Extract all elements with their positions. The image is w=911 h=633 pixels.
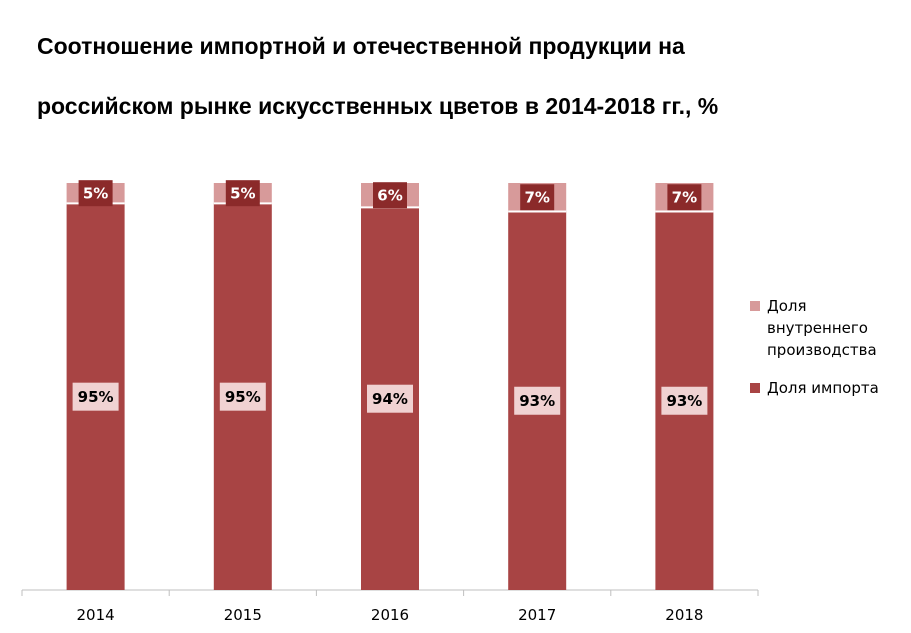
legend-label-import: Доля импорта <box>767 379 879 397</box>
legend-item-domestic: Доля внутреннего производства <box>750 295 900 361</box>
legend-item-import: Доля импорта <box>750 377 900 399</box>
data-label-box-import <box>661 386 708 415</box>
data-label-import-2015: 95% <box>225 388 261 406</box>
x-tick-label-2018: 2018 <box>665 606 703 624</box>
data-label-box-import <box>514 386 561 415</box>
data-label-import-2018: 93% <box>666 392 702 410</box>
data-label-domestic-2017: 7% <box>524 189 549 207</box>
data-label-import-2017: 93% <box>519 392 555 410</box>
chart-title: Соотношение импортной и отечественной пр… <box>37 16 897 136</box>
x-tick-label-2014: 2014 <box>77 606 115 624</box>
data-label-domestic-2018: 7% <box>672 189 697 207</box>
legend-swatch-domestic <box>750 301 760 311</box>
data-label-box-import <box>219 382 266 411</box>
x-tick-label-2017: 2017 <box>518 606 556 624</box>
data-label-box-domestic <box>78 180 113 207</box>
data-label-import-2016: 94% <box>372 390 408 408</box>
data-label-domestic-2014: 5% <box>83 185 108 203</box>
data-label-box-domestic <box>520 184 555 211</box>
data-label-import-2014: 95% <box>78 388 114 406</box>
data-label-box-domestic <box>225 180 260 207</box>
legend-swatch-import <box>750 383 760 393</box>
data-label-box-import <box>72 382 119 411</box>
data-label-box-domestic <box>373 182 407 209</box>
data-label-box-domestic <box>667 184 702 211</box>
x-tick-label-2015: 2015 <box>224 606 262 624</box>
x-tick-label-2016: 2016 <box>371 606 409 624</box>
legend-label-domestic: Доля внутреннего производства <box>767 297 877 359</box>
chart-title-line-2: российском рынке искусственных цветов в … <box>37 93 719 119</box>
data-label-domestic-2016: 6% <box>377 187 402 205</box>
chart-title-line-1: Соотношение импортной и отечественной пр… <box>37 33 685 59</box>
legend: Доля внутреннего производства Доля импор… <box>750 295 900 415</box>
data-label-domestic-2015: 5% <box>230 185 255 203</box>
data-label-box-import <box>367 384 413 413</box>
